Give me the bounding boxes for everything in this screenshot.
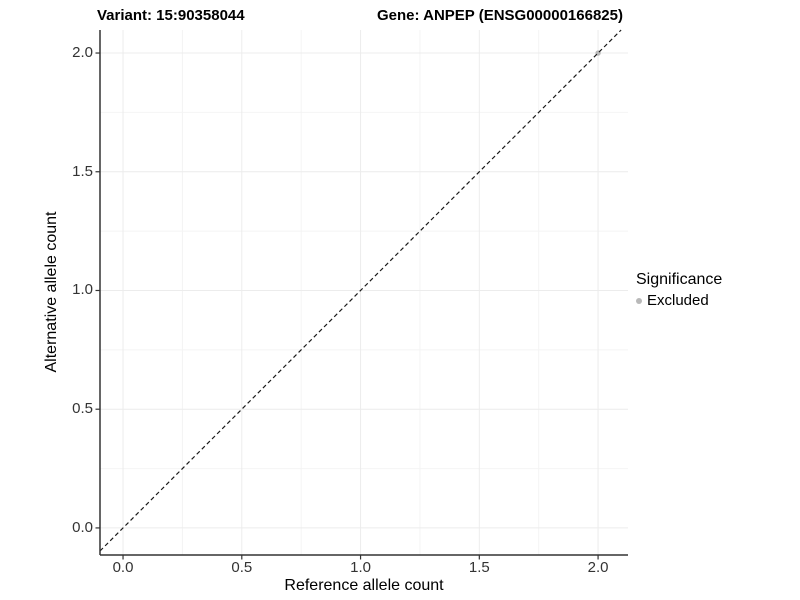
x-tick-label: 0.5 bbox=[231, 559, 253, 576]
y-tick-label: 0.5 bbox=[72, 400, 93, 418]
y-axis-title: Alternative allele count bbox=[43, 211, 60, 373]
x-tick-label: 1.5 bbox=[468, 559, 490, 576]
x-tick-label: 0.0 bbox=[112, 559, 134, 576]
x-axis-title: Reference allele count bbox=[284, 577, 444, 594]
legend-items: Excluded bbox=[636, 292, 722, 309]
y-tick-label: 1.5 bbox=[72, 162, 93, 180]
plot-title-gene: Gene: ANPEP (ENSG00000166825) bbox=[377, 7, 623, 24]
legend-item-excluded: Excluded bbox=[636, 292, 722, 309]
plot-panel bbox=[95, 29, 628, 560]
x-tick-label: 2.0 bbox=[587, 559, 609, 576]
legend-marker-circle-icon bbox=[636, 297, 642, 304]
y-tick-label: 1.0 bbox=[72, 281, 93, 299]
plot-panel-svg bbox=[95, 29, 628, 560]
y-tick-label: 2.0 bbox=[72, 44, 93, 62]
plot-title-variant: Variant: 15:90358044 bbox=[97, 7, 245, 24]
identity-dashed-line bbox=[99, 29, 622, 552]
x-tick-label: 1.0 bbox=[350, 559, 371, 576]
y-tick-label: 0.0 bbox=[72, 518, 93, 536]
legend: Significance Excluded bbox=[636, 271, 722, 309]
legend-title: Significance bbox=[636, 271, 723, 288]
legend-item-label: Excluded bbox=[647, 292, 709, 309]
